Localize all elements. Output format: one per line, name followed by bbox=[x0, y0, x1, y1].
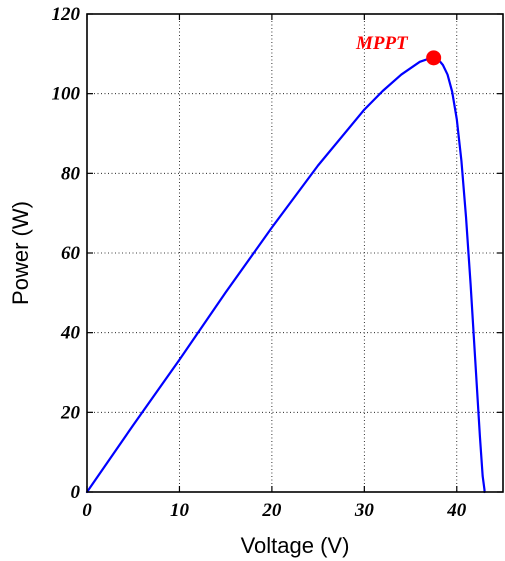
plot-area-frame bbox=[86, 13, 504, 493]
x-tick-label: 10 bbox=[170, 500, 190, 521]
y-tick-labels: 0 20 40 60 80 100 120 bbox=[52, 4, 81, 503]
mppt-annotation-label: MPPT bbox=[355, 33, 409, 54]
mppt-point-marker bbox=[426, 50, 442, 66]
y-tick-label: 0 bbox=[71, 482, 81, 503]
y-axis-title: Power (W) bbox=[8, 201, 33, 305]
x-tick-labels: 0 10 20 30 40 bbox=[82, 500, 467, 521]
x-tick-label: 0 bbox=[82, 500, 92, 521]
x-tick-label: 20 bbox=[261, 500, 282, 521]
y-tick-label: 60 bbox=[61, 243, 81, 264]
y-tick-label: 100 bbox=[52, 84, 81, 105]
power-voltage-curve bbox=[85, 56, 486, 494]
y-tick-label: 40 bbox=[60, 323, 81, 344]
x-tick-label: 40 bbox=[446, 500, 467, 521]
x-tick-label: 30 bbox=[354, 500, 375, 521]
grid-lines bbox=[87, 14, 503, 492]
y-tick-label: 80 bbox=[61, 163, 81, 184]
x-axis-title: Voltage (V) bbox=[241, 533, 350, 558]
y-tick-label: 120 bbox=[52, 4, 81, 25]
y-tick-label: 20 bbox=[60, 402, 81, 423]
